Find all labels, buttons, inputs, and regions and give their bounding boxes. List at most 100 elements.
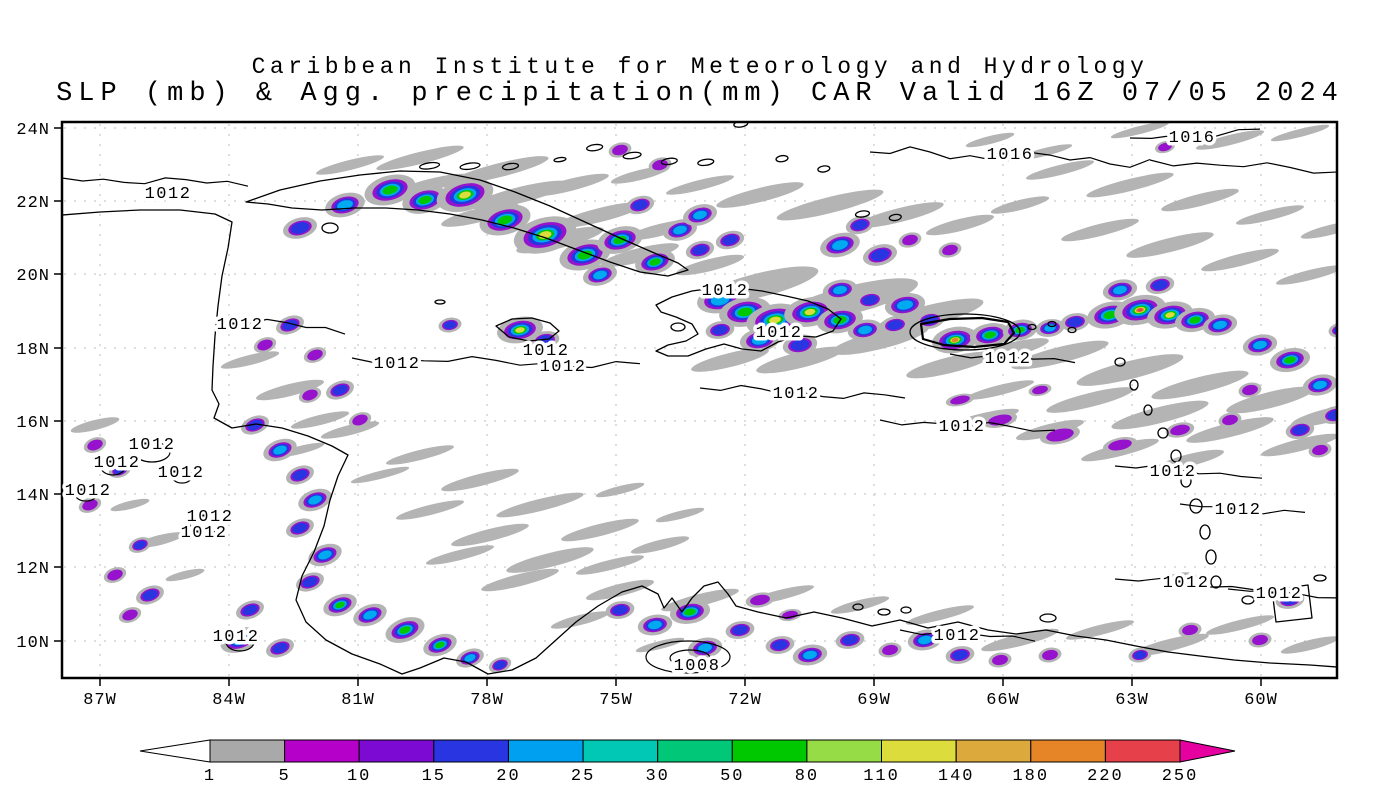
contour-label: 1012	[217, 316, 264, 335]
precip-cell	[765, 636, 795, 654]
precip-cell	[423, 633, 457, 657]
lon-label: 81W	[341, 691, 375, 710]
coastline-layer	[63, 123, 1336, 675]
precip-streak	[586, 579, 654, 601]
precip-streak	[1201, 248, 1279, 272]
isobar-closed	[645, 640, 731, 674]
precip-cell	[605, 601, 635, 619]
precip-cell	[782, 334, 818, 356]
precip-streak	[451, 156, 549, 184]
colorbar-segment	[508, 739, 584, 763]
precip-cell	[898, 232, 922, 248]
precip-streak	[676, 254, 744, 276]
precip-streak	[756, 346, 844, 374]
precip-streak	[831, 325, 929, 355]
precip-cell	[286, 465, 314, 485]
lon-label: 72W	[728, 691, 762, 710]
precip-cell	[862, 244, 898, 266]
precip-cell	[982, 411, 1018, 429]
colorbar: 1 5 10 15 20 25 30 50 80 110 140 180 220 250	[139, 739, 1236, 786]
precip-streak	[1111, 400, 1209, 430]
precip-streak	[386, 445, 454, 465]
precip-streak	[396, 500, 464, 520]
precip-cell	[128, 537, 152, 553]
precip-cell	[1038, 647, 1062, 663]
precip-streak	[1261, 433, 1336, 457]
precip-cell	[1155, 140, 1175, 154]
contour-label: 1012	[145, 185, 192, 204]
precip-cell	[988, 652, 1012, 668]
product-title: SLP (mb) & Agg. precipitation(mm) CAR Va…	[56, 79, 1344, 109]
precip-cell	[745, 592, 775, 608]
precip-cell	[884, 293, 926, 317]
puerto-rico-contour-ring	[909, 313, 1021, 351]
precip-streak	[990, 196, 1050, 214]
jamaica-coast	[495, 317, 560, 342]
precip-cell	[845, 215, 875, 235]
precip-cell	[1178, 622, 1202, 638]
isobar-line	[699, 384, 906, 400]
precip-cell	[739, 328, 781, 352]
precip-streak	[506, 547, 594, 573]
precip-streak	[1011, 340, 1109, 370]
precip-cell	[326, 380, 354, 400]
isobar-line	[879, 419, 1056, 432]
precip-cell	[220, 627, 260, 653]
colorbar-segment	[731, 739, 808, 763]
trinidad-coast	[1271, 584, 1313, 623]
precip-streak	[1161, 188, 1239, 212]
isobar-closed	[225, 632, 255, 652]
isobar-closed	[669, 649, 711, 667]
colorbar-tick-label: 250	[1162, 767, 1199, 786]
lon-label: 75W	[599, 691, 633, 710]
colorbar-tick-label: 110	[863, 767, 900, 786]
precip-cell	[855, 291, 885, 309]
contour-label: 1012	[1150, 463, 1197, 482]
precip-streak	[556, 202, 644, 228]
lon-label: 87W	[83, 691, 117, 710]
precip-cell	[1320, 405, 1336, 425]
precip-cell	[298, 488, 332, 512]
precip-cell	[1165, 422, 1195, 438]
colorbar-segment	[433, 739, 509, 763]
contour-label: 1012	[540, 358, 587, 377]
virgin-islands	[1047, 320, 1057, 328]
precip-streak	[666, 175, 734, 195]
precip-cell	[325, 192, 365, 218]
colorbar-tick-label: 30	[645, 767, 669, 786]
bahamas-islands	[419, 123, 902, 222]
contour-label: 1012	[1163, 574, 1210, 593]
isobar-line	[351, 355, 641, 369]
precip-cell	[402, 186, 448, 214]
precip-streak	[110, 498, 150, 512]
precip-cell	[682, 204, 718, 226]
precip-cell	[1285, 420, 1315, 440]
precip-streak	[481, 568, 559, 592]
colorbar-tick-label: 25	[571, 767, 595, 786]
precip-streak	[256, 379, 324, 401]
precip-cell	[263, 438, 297, 462]
precip-streak	[716, 182, 804, 208]
precip-cell	[298, 387, 322, 403]
precip-cell	[685, 240, 715, 260]
lon-label: 60W	[1244, 691, 1278, 710]
venezuela-islands	[852, 603, 1057, 623]
colorbar-segment	[1030, 739, 1106, 763]
precip-streak	[451, 523, 529, 547]
precip-streak	[1280, 636, 1336, 654]
isobar-line	[1149, 159, 1336, 174]
precip-cell	[286, 518, 314, 538]
precip-cell	[282, 217, 318, 239]
precip-cell	[597, 226, 643, 254]
colorbar-segment	[209, 739, 286, 763]
precip-cell	[1202, 314, 1238, 336]
precip-streak	[1236, 205, 1304, 225]
colorbar-tail-arrow	[139, 739, 211, 763]
gonave-island	[670, 322, 686, 332]
precip-cell	[323, 593, 357, 617]
precip-cell	[296, 572, 324, 592]
contour-label: 1012	[374, 355, 421, 374]
colorbar-tick-label: 5	[278, 767, 290, 786]
precip-cell	[1269, 347, 1311, 373]
precip-cell	[608, 142, 632, 158]
